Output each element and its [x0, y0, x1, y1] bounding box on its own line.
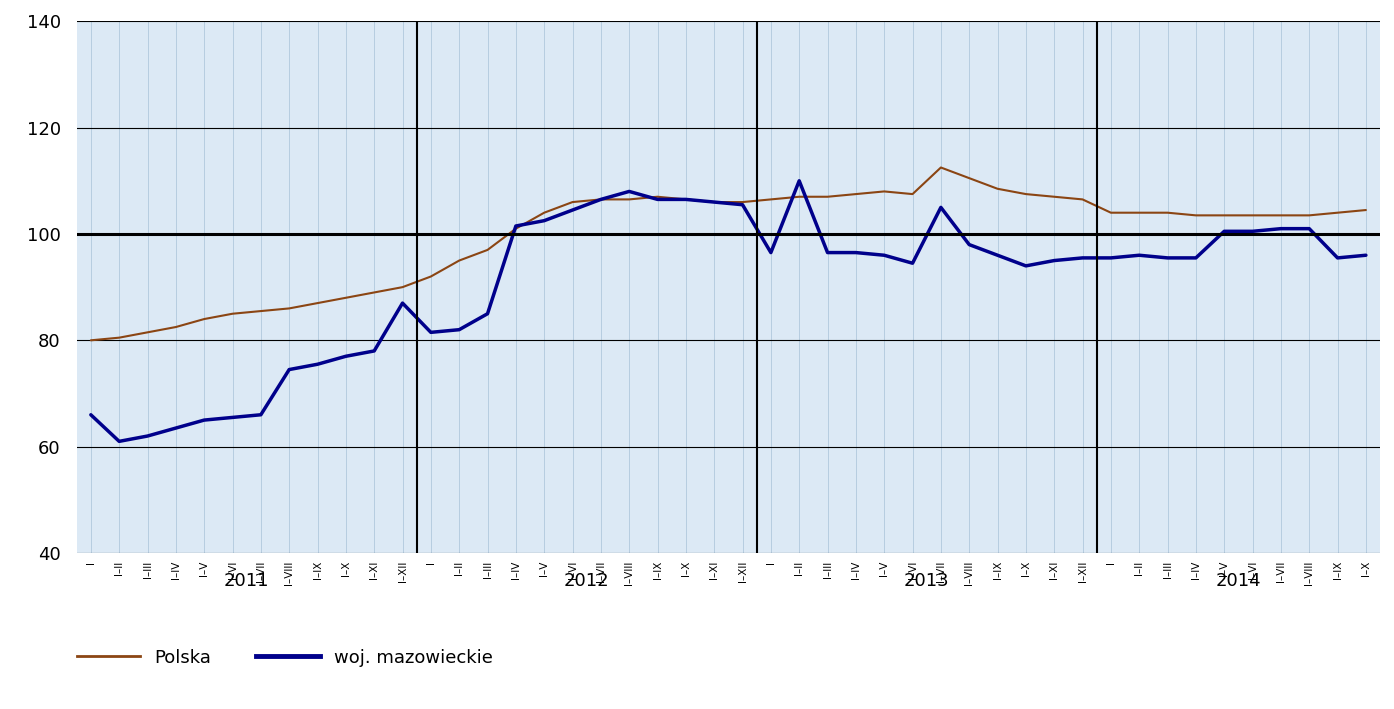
Legend: Polska, woj. mazowieckie: Polska, woj. mazowieckie: [77, 649, 493, 666]
Text: 2011: 2011: [224, 571, 269, 590]
Text: 2013: 2013: [903, 571, 949, 590]
Text: 2012: 2012: [565, 571, 609, 590]
Text: 2014: 2014: [1216, 571, 1262, 590]
